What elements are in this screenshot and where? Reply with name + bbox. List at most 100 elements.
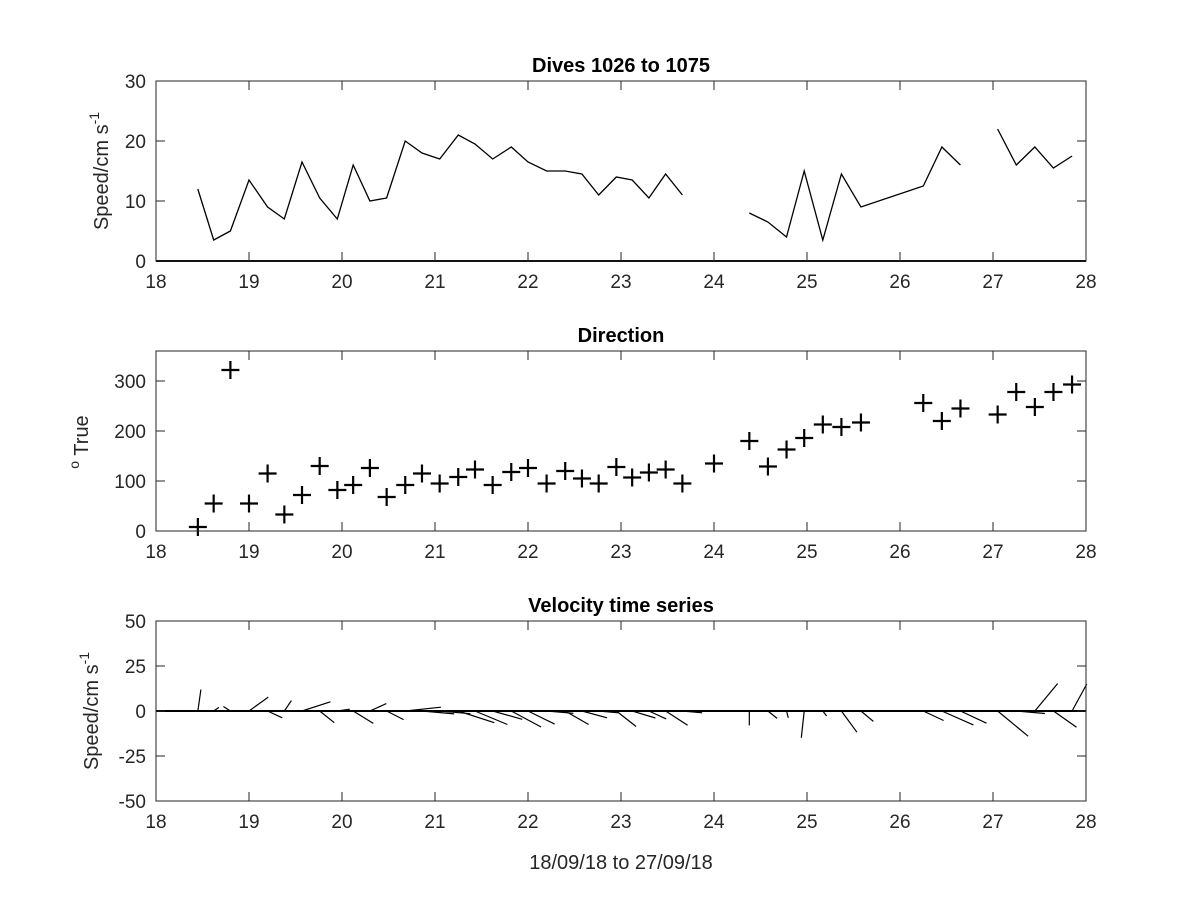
x-tick-label: 18 — [145, 272, 166, 293]
direction-point — [258, 464, 277, 483]
direction-point — [656, 460, 675, 479]
direction-point — [758, 457, 777, 476]
direction-panel: Direction o True 18 19 20 21 22 23 24 25 26 27 28 0… — [66, 325, 1097, 563]
x-tick-label: 24 — [703, 272, 725, 293]
speed-panel-title: Dives 1026 to 1075 — [532, 55, 710, 77]
x-tick-label: 20 — [331, 542, 352, 563]
direction-point — [310, 457, 329, 475]
direction-point — [813, 415, 832, 434]
x-tick-label: 24 — [703, 542, 725, 563]
direction-point — [204, 494, 223, 513]
x-tick-label: 22 — [517, 812, 538, 833]
velocity-stick — [474, 710, 508, 726]
direction-point — [328, 481, 347, 499]
x-tick-label: 28 — [1075, 812, 1096, 833]
y-tick-label: 0 — [135, 252, 146, 273]
x-tick-label: 25 — [796, 542, 817, 563]
x-tick-label: 26 — [889, 542, 910, 563]
direction-point — [623, 468, 642, 487]
velocity-stick — [527, 710, 555, 725]
y-tick-label: 300 — [114, 372, 146, 393]
direction-axes-frame — [155, 350, 1087, 532]
direction-point — [607, 458, 626, 476]
direction-point — [221, 361, 240, 379]
velocity-stick — [1016, 710, 1045, 715]
velocity-panel-ylabel-sup: -1 — [76, 652, 92, 665]
velocity-stick — [248, 696, 269, 712]
direction-point — [951, 399, 970, 418]
velocity-panel-xlabel: 18/09/18 to 27/09/18 — [529, 852, 713, 874]
direction-point — [1007, 383, 1026, 401]
x-tick-label: 18 — [145, 812, 166, 833]
direction-point — [483, 476, 502, 494]
speed-panel: Dives 1026 to 1075 Speed/cm s-1 18 19 20 21… — [86, 55, 1097, 293]
direction-point — [1025, 398, 1044, 416]
velocity-stick — [922, 710, 944, 722]
direction-point — [1044, 383, 1063, 401]
direction-point — [188, 518, 207, 536]
x-tick-label: 27 — [982, 272, 1003, 293]
velocity-stick — [598, 710, 619, 714]
velocity-stick — [1034, 683, 1059, 712]
y-tick-label: 30 — [125, 72, 146, 93]
velocity-stick — [960, 710, 987, 724]
x-tick-label: 24 — [703, 812, 725, 833]
x-tick-label: 19 — [238, 812, 259, 833]
x-tick-label: 23 — [610, 812, 631, 833]
direction-panel-ylabel-sup: o — [66, 461, 82, 469]
velocity-panel: Velocity time series Speed/cm s-1 18/09/… — [76, 595, 1097, 874]
direction-point — [412, 464, 431, 483]
x-tick-label: 19 — [238, 272, 259, 293]
x-tick-label: 26 — [889, 812, 910, 833]
x-tick-label: 21 — [424, 542, 445, 563]
velocity-stick — [458, 710, 495, 724]
velocity-stick — [421, 710, 455, 715]
direction-panel-ylabel: o True — [66, 415, 93, 468]
x-tick-label: 25 — [796, 272, 817, 293]
direction-point — [589, 474, 608, 493]
y-tick-label: -25 — [119, 747, 146, 768]
direction-point — [465, 460, 484, 479]
y-tick-label: 200 — [114, 422, 146, 443]
y-tick-label: 10 — [125, 192, 146, 213]
velocity-stick — [648, 710, 667, 720]
direction-point — [572, 469, 591, 488]
direction-point — [360, 459, 379, 477]
speed-axes-frame — [155, 80, 1087, 262]
direction-point — [240, 494, 258, 513]
direction-point — [932, 412, 951, 430]
velocity-stick — [631, 710, 656, 719]
x-tick-label: 23 — [610, 542, 631, 563]
velocity-stick — [267, 710, 283, 719]
y-tick-label: 50 — [125, 612, 146, 633]
direction-point — [537, 474, 556, 493]
x-tick-label: 27 — [982, 542, 1003, 563]
direction-point — [673, 474, 692, 493]
velocity-stick — [213, 706, 220, 712]
direction-point — [988, 405, 1007, 424]
direction-point — [851, 413, 870, 432]
y-tick-label: 25 — [125, 657, 146, 678]
direction-point — [1063, 375, 1082, 394]
velocity-stick — [492, 710, 523, 720]
velocity-stick — [581, 710, 608, 719]
speed-series-segment — [197, 134, 683, 241]
velocity-stick — [941, 710, 974, 726]
x-tick-label: 26 — [889, 272, 910, 293]
direction-point — [344, 476, 363, 494]
speed-series-segment — [749, 145, 961, 243]
velocity-stick — [682, 710, 703, 714]
x-tick-label: 21 — [424, 812, 445, 833]
x-tick-label: 28 — [1075, 272, 1096, 293]
velocity-plot-area — [156, 683, 1088, 738]
x-tick-label: 20 — [331, 812, 352, 833]
direction-point — [639, 463, 658, 482]
velocity-panel-title: Velocity time series — [528, 595, 714, 617]
velocity-stick — [301, 701, 331, 712]
direction-panel-ylabel-main: True — [71, 415, 93, 461]
direction-point — [293, 486, 312, 504]
velocity-stick — [510, 710, 542, 728]
velocity-stick — [785, 710, 789, 718]
velocity-stick — [822, 710, 828, 717]
direction-point — [705, 454, 723, 473]
